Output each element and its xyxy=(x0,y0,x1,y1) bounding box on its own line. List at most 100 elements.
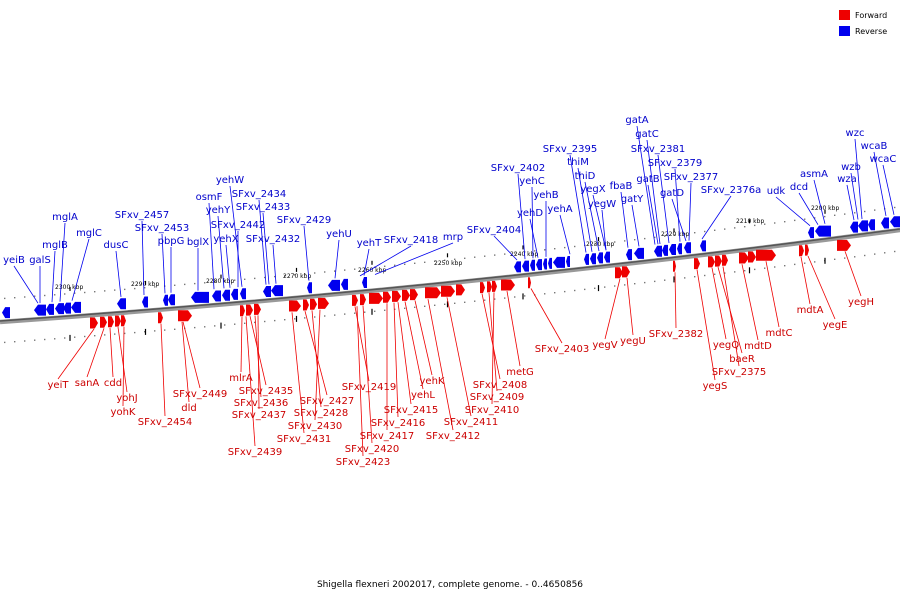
scale-dot xyxy=(64,337,66,339)
gene-label: SFxv_2418 xyxy=(384,235,438,246)
label-connector xyxy=(160,323,166,417)
scale-dot xyxy=(694,276,696,278)
scale-dot xyxy=(454,258,456,260)
scale-dot xyxy=(814,261,816,263)
label-connector xyxy=(696,269,716,381)
scale-dot xyxy=(504,297,506,299)
scale-dot xyxy=(464,257,466,259)
forward-gene-arrow xyxy=(392,290,401,302)
scale-dot xyxy=(654,236,656,239)
scale-dot xyxy=(714,229,716,231)
scale-dot xyxy=(514,296,516,298)
reverse-gene-arrow xyxy=(677,243,682,255)
label-connector xyxy=(807,255,836,320)
scale-dot xyxy=(334,270,336,272)
gene-label: SFxv_2423 xyxy=(336,457,390,468)
scale-dot xyxy=(794,263,796,266)
legend: Forward Reverse xyxy=(839,10,887,36)
gene-label: yegQ xyxy=(713,340,739,351)
scale-dot xyxy=(314,316,316,318)
label-connector xyxy=(404,301,424,390)
tick-label: 2270 kbp xyxy=(283,273,311,280)
gene-label: mdtC xyxy=(766,328,793,339)
gene-label: gatA xyxy=(625,115,648,126)
scale-dot xyxy=(484,255,486,257)
reverse-gene-arrow xyxy=(858,220,868,232)
label-connector xyxy=(86,328,105,378)
label-connector xyxy=(577,167,593,252)
label-connector xyxy=(363,248,370,276)
forward-gene-arrow xyxy=(715,255,722,267)
gene-label: yehY xyxy=(206,205,231,216)
scale-dot xyxy=(474,256,476,258)
reverse-gene-arrow xyxy=(662,244,668,256)
scale-dot xyxy=(154,330,156,332)
gene-label: yehC xyxy=(519,176,544,187)
label-connector xyxy=(182,321,201,389)
scale-dot xyxy=(704,230,706,233)
label-connector xyxy=(481,293,501,380)
gene-label: SFxv_2417 xyxy=(360,431,414,442)
scale-dot xyxy=(544,293,546,295)
scale-dot xyxy=(384,265,386,267)
scale-dot xyxy=(254,277,256,280)
label-connector xyxy=(257,315,260,410)
label-connector xyxy=(109,327,114,378)
gene-label: metG xyxy=(506,367,534,378)
reverse-gene-arrow xyxy=(553,256,565,268)
gene-label: SFxv_2415 xyxy=(384,405,438,416)
scale-dot xyxy=(504,253,506,255)
gene-label: mglA xyxy=(52,212,78,223)
label-connector xyxy=(51,250,56,303)
scale-dot xyxy=(324,271,326,273)
scale-dot xyxy=(484,299,486,301)
forward-gene-arrow xyxy=(108,316,114,328)
gene-label: yegE xyxy=(823,320,848,331)
gene-arrows xyxy=(2,216,900,329)
scale-dot xyxy=(514,252,516,254)
reverse-gene-arrow xyxy=(46,303,54,315)
gene-label: SFxv_2433 xyxy=(236,202,290,213)
gene-label: wza xyxy=(837,174,857,185)
gene-label: yeiT xyxy=(48,380,70,391)
gene-label: SFxv_2449 xyxy=(173,389,227,400)
chromosome-arc-highlight xyxy=(0,228,900,322)
gene-label: SFxv_2453 xyxy=(135,223,189,234)
scale-dot xyxy=(554,292,556,294)
legend-reverse-swatch xyxy=(839,26,850,36)
label-connector xyxy=(592,194,607,251)
scale-dot xyxy=(594,287,596,289)
reverse-gene-arrow xyxy=(815,225,831,237)
gene-label: yehD xyxy=(517,208,543,219)
gene-label: SFxv_2381 xyxy=(631,144,685,155)
label-connector xyxy=(854,138,863,220)
forward-gene-arrow xyxy=(115,315,121,327)
label-connector xyxy=(850,172,859,220)
reverse-gene-arrow xyxy=(543,258,547,270)
label-connector xyxy=(765,261,780,328)
scale-dot xyxy=(244,322,246,324)
scale-dot xyxy=(634,239,636,241)
scale-dot xyxy=(174,284,176,286)
label-connector xyxy=(262,212,270,285)
label-connector xyxy=(657,154,670,244)
scale-dot xyxy=(134,331,136,334)
gene-label: mglC xyxy=(76,228,102,239)
gene-label: SFxv_2428 xyxy=(294,408,348,419)
scale-dot xyxy=(564,290,566,293)
label-connector xyxy=(59,222,66,302)
reverse-gene-arrow xyxy=(142,296,148,308)
reverse-gene-arrow xyxy=(55,303,64,315)
gene-label: yehU xyxy=(326,229,352,240)
gene-label: yegX xyxy=(580,184,605,195)
forward-gene-arrow xyxy=(178,310,192,322)
forward-gene-arrow xyxy=(805,244,809,256)
gene-label: baeR xyxy=(729,354,755,365)
gene-label: dld xyxy=(181,403,196,414)
scale-dot xyxy=(614,241,616,243)
label-connector xyxy=(71,238,90,301)
scale-dot xyxy=(404,307,406,309)
gene-label: yehX xyxy=(213,234,238,245)
gene-label: cdd xyxy=(104,378,122,389)
scale-dot xyxy=(184,283,186,286)
